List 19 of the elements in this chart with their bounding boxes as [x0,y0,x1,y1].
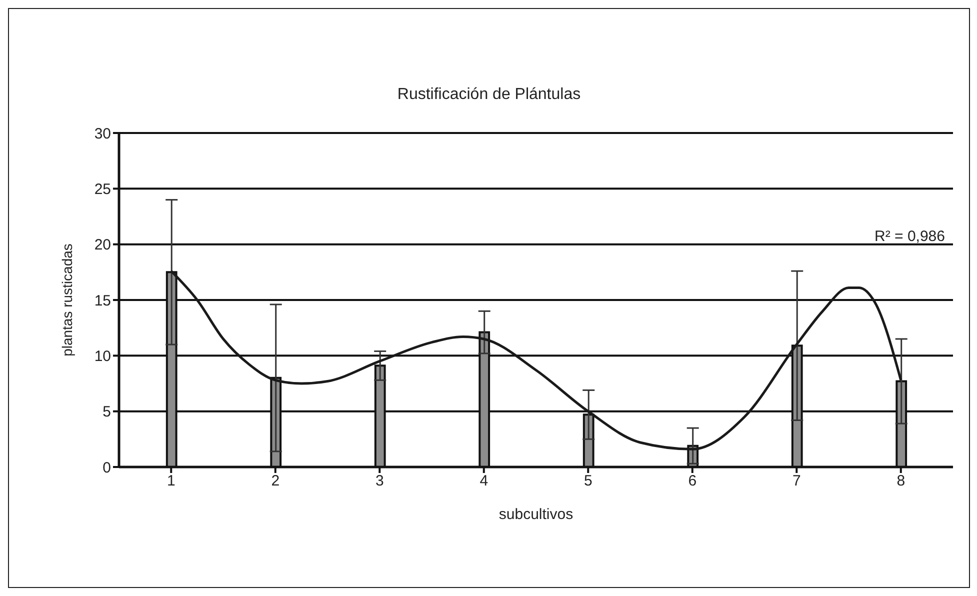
x-tick-label: 5 [584,472,592,490]
y-tick-label: 15 [94,292,111,310]
x-tick-label: 4 [480,472,488,490]
x-tick-label: 6 [688,472,697,490]
x-tick-label: 2 [271,472,280,490]
y-tick-label: 0 [102,459,111,476]
y-tick-label: 20 [94,236,111,254]
x-tick-label: 3 [375,472,384,490]
y-tick-label: 30 [94,125,111,142]
x-axis-title: subcultivos [498,506,574,523]
x-tick-label: 7 [792,472,801,490]
chart-title: Rustificación de Plántulas [397,86,581,103]
x-tick-label: 8 [896,472,906,490]
annotation: R² = 0,986 [874,228,945,245]
x-tick-label: 1 [166,472,176,490]
y-tick-label: 25 [94,180,111,198]
y-axis-title: plantas rusticadas [58,244,75,356]
y-tick-label: 10 [94,348,111,365]
y-tick-label: 5 [102,404,111,421]
